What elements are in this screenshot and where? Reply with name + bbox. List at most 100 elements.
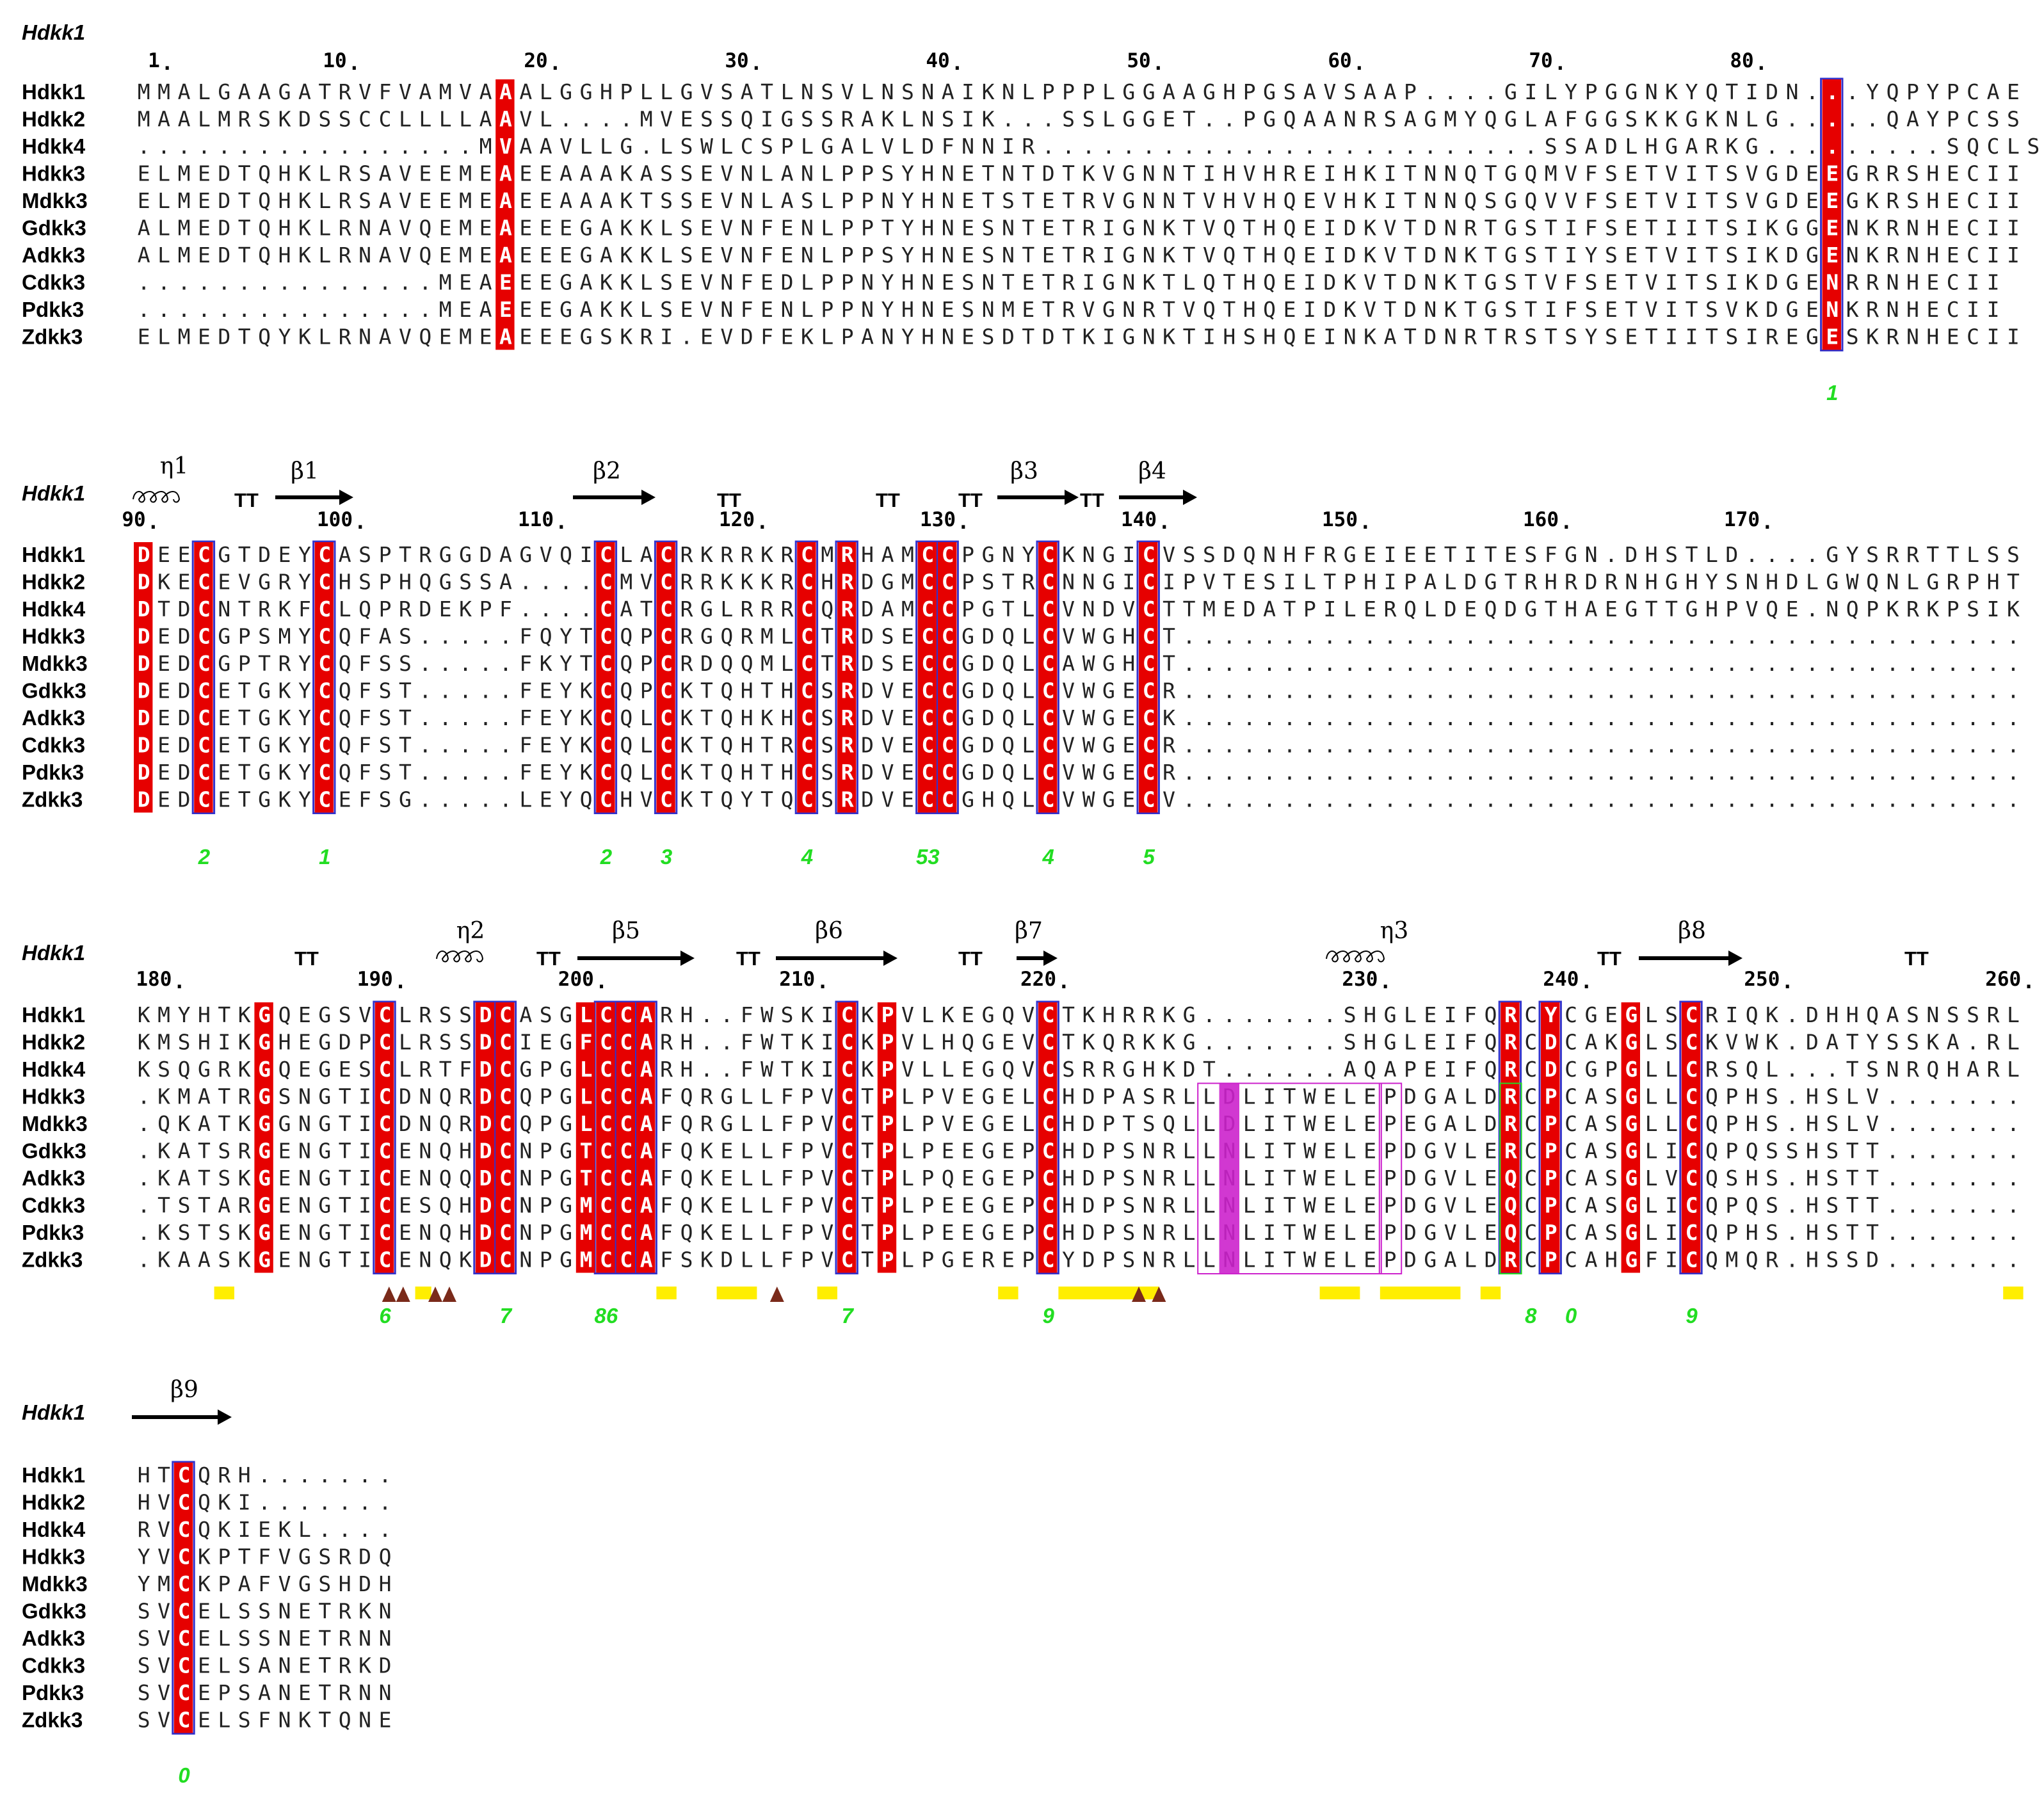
residue: H (1926, 161, 1939, 186)
residue: N (921, 297, 934, 322)
residue: . (1686, 760, 1698, 785)
residue: I (580, 542, 593, 567)
residue: C (318, 787, 331, 812)
residue: C (1042, 624, 1055, 649)
residue: L (218, 1653, 230, 1678)
residue: . (1625, 787, 1638, 812)
residue: E (1364, 1084, 1376, 1109)
residue: R (238, 1084, 251, 1109)
residue: H (198, 1030, 211, 1055)
residue: K (1887, 597, 1899, 622)
residue: L (1183, 1166, 1196, 1191)
residue: P (821, 270, 833, 295)
disulfide-label: 8 (1525, 1304, 1537, 1328)
residue: S (982, 570, 995, 595)
residue: G (278, 1111, 291, 1136)
residue: T (881, 216, 894, 241)
residue: A (238, 1571, 251, 1596)
residue: K (580, 760, 593, 785)
residue: S (1725, 243, 1738, 268)
contact-triangle-icon (1152, 1287, 1166, 1302)
residue: G (1122, 243, 1135, 268)
residue: S (821, 787, 833, 812)
residue: D (861, 651, 874, 676)
residue: . (1263, 1057, 1276, 1082)
residue: L (1464, 1193, 1477, 1218)
residue: V (1062, 678, 1075, 703)
residue: K (760, 705, 773, 730)
residue: V (1645, 270, 1658, 295)
residue: E (1323, 1220, 1336, 1245)
residue: G (318, 1030, 331, 1055)
residue: Q (1485, 1030, 1497, 1055)
residue: T (1384, 270, 1397, 295)
residue: R (1887, 188, 1899, 213)
residue: K (298, 161, 311, 186)
residue: E (1786, 325, 1799, 349)
residue: S (1906, 161, 1919, 186)
residue: T (781, 1057, 794, 1082)
residue: S (821, 733, 833, 758)
residue: E (519, 270, 532, 295)
residue: I (218, 1030, 230, 1055)
residue: E (479, 243, 492, 268)
sequence-name: Hdkk2 (22, 1031, 85, 1054)
residue: N (278, 1626, 291, 1651)
residue: N (1002, 79, 1015, 104)
residue: C (1686, 1220, 1698, 1245)
residue: C (1143, 624, 1155, 649)
residue: . (1686, 733, 1698, 758)
residue: E (298, 1653, 311, 1678)
residue: I (2007, 188, 2020, 213)
residue: L (1846, 1084, 1859, 1109)
residue: H (1806, 1220, 1819, 1245)
residue: C (198, 678, 211, 703)
residue: A (138, 216, 150, 241)
residue: Y (901, 161, 914, 186)
residue: G (881, 570, 894, 595)
residue: V (1062, 760, 1075, 785)
residue: . (1786, 1111, 1799, 1136)
residue: T (1163, 297, 1175, 322)
residue: S (1725, 325, 1738, 349)
disulfide-label: 9 (1686, 1304, 1698, 1328)
residue: N (298, 1193, 311, 1218)
residue: S (1243, 325, 1256, 349)
residue: Q (720, 678, 733, 703)
residue: C (198, 651, 211, 676)
residue: S (1725, 1057, 1738, 1082)
magenta-box (1378, 1082, 1403, 1274)
residue: E (680, 107, 693, 132)
residue: C (1042, 705, 1055, 730)
residue: F (781, 1084, 794, 1109)
residue: . (1424, 79, 1436, 104)
residue: P (379, 570, 392, 595)
residue: . (138, 1247, 150, 1272)
residue: V (1163, 542, 1175, 567)
residue: G (1424, 1247, 1436, 1272)
residue: P (1725, 1220, 1738, 1245)
residue: A (519, 1002, 532, 1027)
residue: . (499, 651, 512, 676)
residue: Q (1203, 270, 1216, 295)
residue: G (962, 733, 974, 758)
residue: S (1786, 1139, 1799, 1164)
residue: E (1042, 216, 1055, 241)
residue: Q (1524, 161, 1537, 186)
residue: P (841, 270, 854, 295)
residue: Q (821, 597, 833, 622)
residue: M (901, 542, 914, 567)
residue: . (358, 1517, 371, 1542)
residue: L (1806, 570, 1819, 595)
residue: Q (1705, 1139, 1718, 1164)
residue: F (741, 1030, 753, 1055)
residue: I (358, 1193, 371, 1218)
residue: . (1645, 705, 1658, 730)
residue: I (1203, 325, 1216, 349)
residue: D (1323, 270, 1336, 295)
residue: V (1163, 787, 1175, 812)
residue: C (660, 678, 673, 703)
residue: . (1786, 624, 1799, 649)
residue: . (339, 1463, 351, 1488)
residue: H (942, 1030, 954, 1055)
